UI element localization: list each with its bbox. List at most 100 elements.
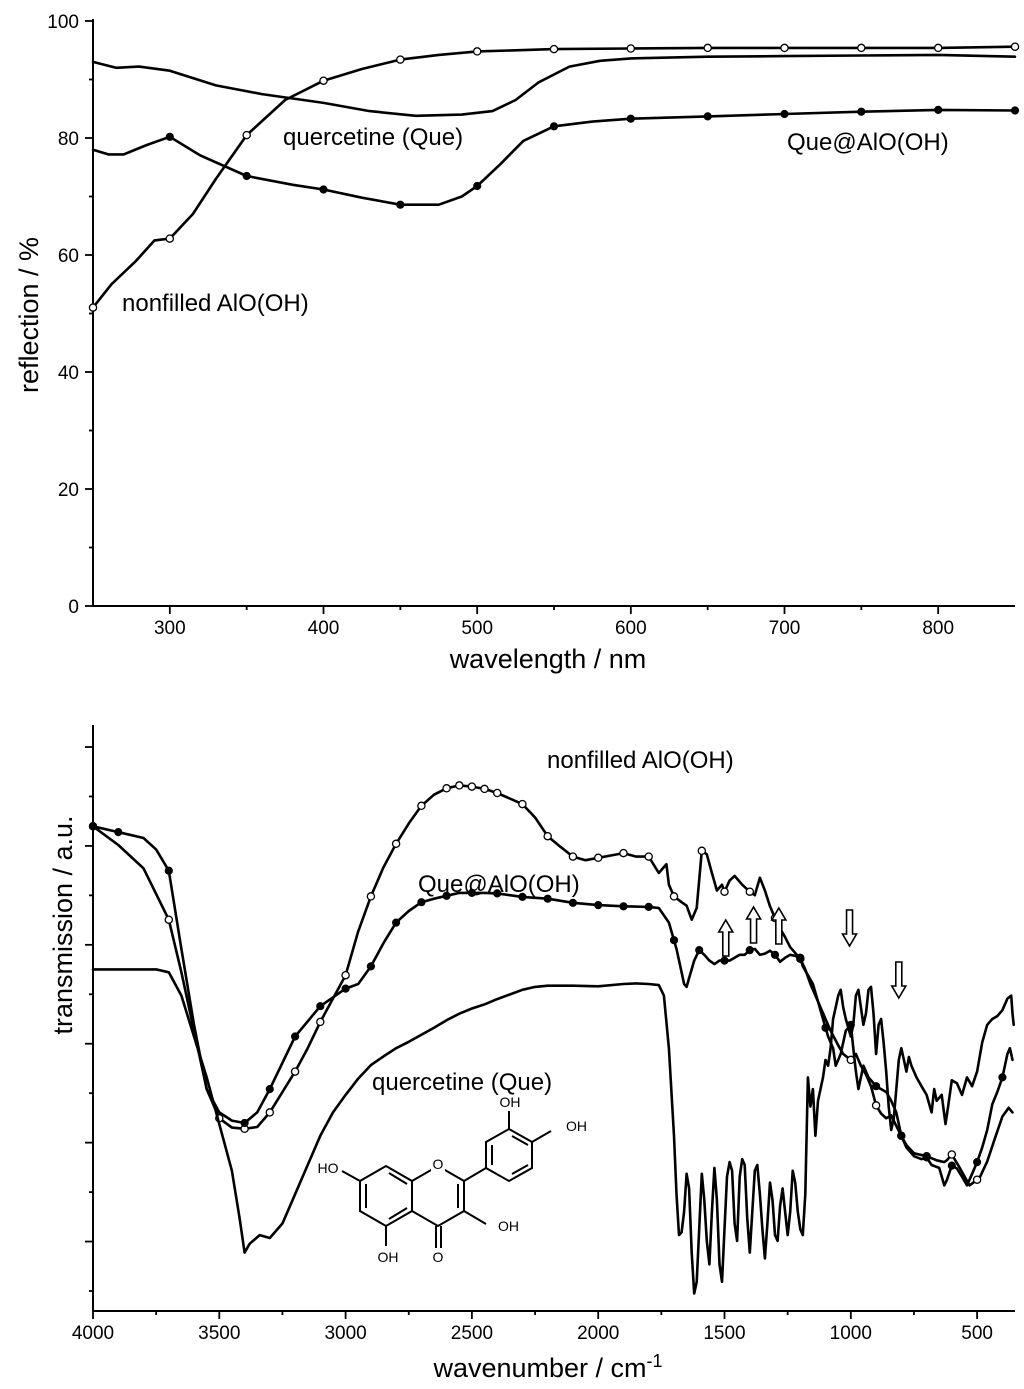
data-point: [493, 889, 502, 898]
data-point: [695, 946, 704, 955]
data-point: [492, 788, 502, 798]
data-point: [568, 898, 578, 907]
x-tick-label: 600: [615, 618, 647, 639]
data-point: [796, 953, 805, 962]
mol-label-oh-3prime: OH: [500, 1094, 521, 1110]
data-point: [242, 171, 251, 181]
data-point: [770, 950, 780, 959]
x-axis-title-main: wavenumber / cm: [432, 1353, 646, 1383]
data-point: [396, 200, 405, 209]
x-tick-label: 4000: [72, 1323, 114, 1344]
data-point: [240, 1118, 249, 1128]
data-point: [568, 852, 578, 861]
quercetin-structure-image: O HO OH O OH OH OH: [318, 1094, 588, 1265]
data-point: [480, 784, 489, 794]
x-axis-title: wavelength / nm: [449, 644, 647, 674]
arrow-up-icon: [717, 918, 735, 957]
data-point: [366, 892, 376, 901]
data-point: [473, 181, 482, 191]
data-point: [88, 303, 98, 312]
series-label-nonfilled: nonfilled AlO(OH): [547, 747, 734, 774]
data-point: [626, 44, 636, 53]
x-tick-label: 400: [308, 618, 340, 639]
y-axis-title: reflection / %: [14, 237, 44, 393]
data-point: [780, 109, 789, 119]
data-point: [644, 852, 653, 861]
mol-label-carbonyl-o: O: [433, 1249, 444, 1265]
data-point: [164, 866, 173, 875]
ir-axes: [92, 725, 1015, 1312]
data-point: [165, 132, 174, 141]
series-line-0: [91, 45, 1017, 309]
y-tick-label: 80: [58, 129, 79, 150]
data-point: [319, 76, 328, 85]
data-point: [341, 984, 350, 993]
data-point: [846, 1020, 855, 1029]
data-point: [720, 956, 729, 965]
data-point: [745, 887, 755, 896]
data-point: [1010, 42, 1020, 51]
x-tick-label: 2000: [577, 1323, 619, 1344]
data-point: [669, 892, 679, 901]
series-label-que-alooh: Que@AlO(OH): [787, 129, 949, 156]
data-point: [821, 1023, 830, 1032]
data-point: [871, 1101, 881, 1110]
x-axis-title: wavenumber / cm-1: [432, 1351, 662, 1383]
data-point: [467, 888, 476, 898]
data-point: [972, 1175, 982, 1184]
data-point: [549, 44, 559, 54]
x-tick-label: 800: [922, 618, 954, 639]
data-point: [703, 112, 712, 121]
data-point: [703, 43, 712, 53]
x-tick-label: 3500: [198, 1323, 240, 1344]
reflection-ticks: 300 400 500 600 700 800 0 20 40 60 80 100: [47, 12, 954, 639]
x-tick-label: 1500: [703, 1323, 745, 1344]
ir-chart: 4000 3500 3000 2500 2000 1500 1000 500 wavenumb…: [48, 725, 1015, 1383]
data-point: [543, 894, 552, 903]
series-label-nonfilled: nonfilled AlO(OH): [122, 290, 309, 317]
x-tick-label: 3000: [324, 1323, 366, 1344]
ir-series: [88, 781, 1015, 1295]
data-point: [933, 43, 943, 53]
data-point: [857, 43, 866, 53]
data-point: [619, 848, 628, 858]
data-point: [392, 918, 401, 927]
data-point: [467, 782, 477, 791]
data-point: [242, 130, 251, 140]
mol-label-ho: HO: [318, 1160, 339, 1176]
data-point: [669, 936, 679, 945]
series-label-quercetine: quercetine (Que): [372, 1069, 552, 1096]
data-point: [164, 915, 174, 924]
data-point: [472, 47, 482, 56]
data-point: [745, 946, 754, 955]
data-point: [265, 1108, 275, 1117]
data-point: [290, 1067, 300, 1076]
data-point: [549, 122, 559, 131]
x-axis-title-sup: -1: [647, 1351, 663, 1371]
data-point: [934, 105, 943, 115]
data-point: [455, 781, 464, 790]
reflection-chart: 300 400 500 600 700 800 0 20 40 60 80 100 wavelengt…: [14, 12, 1020, 674]
y-tick-label: 20: [58, 480, 79, 501]
data-point: [644, 902, 653, 912]
reflection-series: [88, 42, 1020, 312]
y-axis-title: transmission / a.u.: [48, 815, 78, 1034]
series-label-quercetine: quercetine (Que): [283, 124, 463, 151]
data-point: [442, 891, 451, 900]
data-point: [626, 114, 635, 123]
data-point: [947, 1161, 956, 1170]
series-line-1: [91, 968, 1015, 1295]
data-point: [543, 831, 552, 841]
data-point: [697, 846, 707, 856]
x-tick-label: 500: [461, 618, 493, 639]
data-point: [417, 898, 426, 907]
series-label-que-alooh: Que@AlO(OH): [418, 871, 580, 898]
y-tick-label: 40: [58, 363, 79, 384]
data-point: [291, 1032, 300, 1041]
data-point: [998, 1073, 1007, 1082]
data-point: [165, 234, 175, 243]
series-line-1: [91, 53, 1017, 118]
data-point: [594, 901, 603, 910]
data-point: [518, 892, 527, 902]
